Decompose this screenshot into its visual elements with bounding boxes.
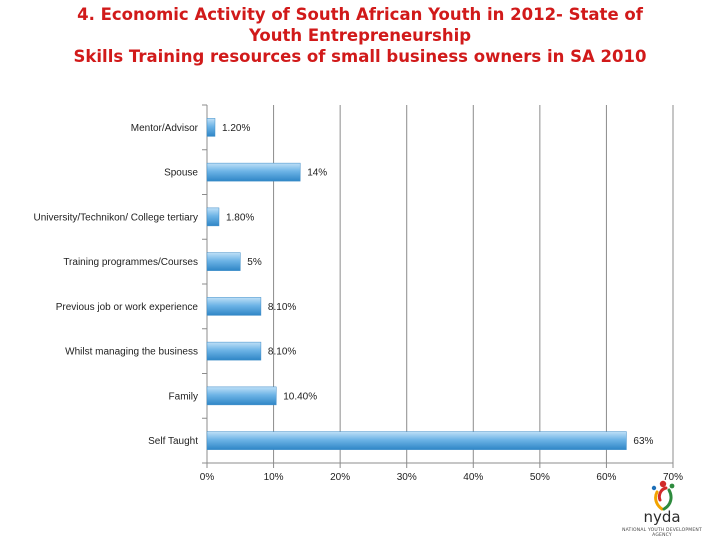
bar: [206, 297, 262, 316]
category-label: Previous job or work experience: [56, 302, 199, 313]
data-label: 1.20%: [222, 123, 250, 134]
nyda-logo: nyda NATIONAL YOUTH DEVELOPMENT AGENCY: [620, 478, 704, 538]
logo-subtitle: NATIONAL YOUTH DEVELOPMENT AGENCY: [622, 528, 702, 538]
data-label: 1.80%: [226, 212, 254, 223]
data-label: 10.40%: [283, 391, 317, 402]
data-label: 5%: [247, 257, 262, 268]
x-tick-label: 70%: [663, 472, 683, 483]
nyda-logo-icon: [651, 480, 675, 511]
chart-title: 4. Economic Activity of South African Yo…: [0, 4, 720, 67]
category-label: University/Technikon/ College tertiary: [33, 212, 198, 223]
bar: [206, 162, 301, 182]
x-tick-label: 10%: [264, 472, 284, 483]
data-label: 8.10%: [268, 347, 296, 358]
title-line-2: Youth Entrepreneurship: [248, 26, 472, 45]
category-label: Self Taught: [148, 436, 198, 447]
category-label: Whilst managing the business: [65, 347, 198, 358]
logo-text: nyda: [643, 508, 681, 526]
category-label: Spouse: [164, 168, 198, 179]
data-label: 63%: [633, 436, 653, 447]
bar: [206, 118, 216, 137]
bar: [206, 386, 277, 406]
bar: [206, 207, 220, 227]
title-line-1: 4. Economic Activity of South African Yo…: [77, 5, 643, 24]
x-tick-label: 0%: [200, 472, 215, 483]
category-label: Family: [169, 391, 198, 402]
x-tick-label: 60%: [596, 472, 616, 483]
bar: [206, 431, 627, 450]
bar: [206, 341, 262, 361]
x-tick-label: 40%: [463, 472, 483, 483]
bar: [206, 252, 241, 271]
gridlines: [202, 104, 674, 468]
title-line-3: Skills Training resources of small busin…: [73, 47, 647, 66]
category-label: Mentor/Advisor: [131, 123, 199, 134]
bars: [206, 118, 627, 450]
x-tick-label: 30%: [397, 472, 417, 483]
data-label: 8.10%: [268, 302, 296, 313]
x-tick-label: 50%: [530, 472, 550, 483]
x-tick-label: 20%: [330, 472, 350, 483]
category-label: Training programmes/Courses: [63, 257, 198, 268]
labels: 0% 10% 20% 30% 40% 50% 60% 70% Mentor/Advisor 1.2…: [33, 123, 683, 483]
data-label: 14%: [307, 168, 327, 179]
